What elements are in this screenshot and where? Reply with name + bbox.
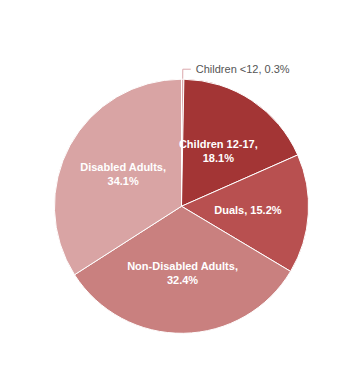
svg-text:32.4%: 32.4% xyxy=(167,274,198,286)
svg-text:18.1%: 18.1% xyxy=(203,152,234,164)
svg-text:Non-Disabled Adults,: Non-Disabled Adults, xyxy=(127,260,238,272)
svg-text:Disabled Adults,: Disabled Adults, xyxy=(80,161,166,173)
svg-text:Children <12, 0.3%: Children <12, 0.3% xyxy=(196,63,290,75)
svg-text:Duals, 15.2%: Duals, 15.2% xyxy=(214,204,281,216)
svg-text:34.1%: 34.1% xyxy=(108,175,139,187)
svg-text:Children 12-17,: Children 12-17, xyxy=(179,138,258,150)
